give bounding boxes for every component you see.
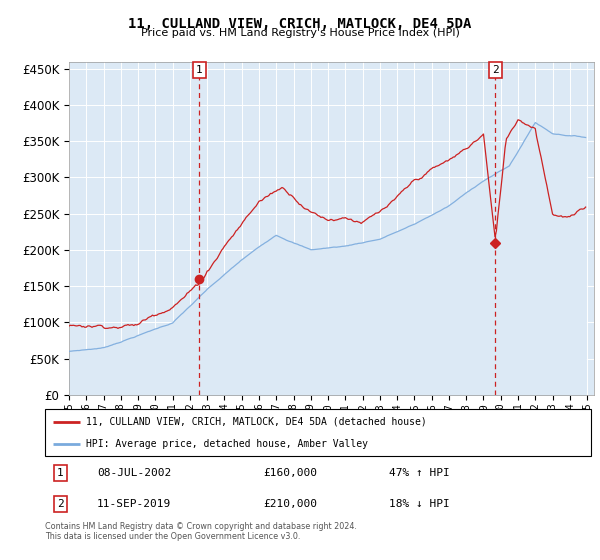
- Text: 1: 1: [196, 66, 202, 75]
- Text: 1: 1: [57, 468, 64, 478]
- Text: 11, CULLAND VIEW, CRICH, MATLOCK, DE4 5DA: 11, CULLAND VIEW, CRICH, MATLOCK, DE4 5D…: [128, 17, 472, 31]
- Text: 08-JUL-2002: 08-JUL-2002: [97, 468, 171, 478]
- Text: Contains HM Land Registry data © Crown copyright and database right 2024.
This d: Contains HM Land Registry data © Crown c…: [45, 522, 357, 542]
- Text: 11, CULLAND VIEW, CRICH, MATLOCK, DE4 5DA (detached house): 11, CULLAND VIEW, CRICH, MATLOCK, DE4 5D…: [86, 417, 427, 427]
- Text: 47% ↑ HPI: 47% ↑ HPI: [389, 468, 450, 478]
- Text: £160,000: £160,000: [263, 468, 317, 478]
- Text: 11-SEP-2019: 11-SEP-2019: [97, 499, 171, 509]
- Text: HPI: Average price, detached house, Amber Valley: HPI: Average price, detached house, Ambe…: [86, 438, 368, 449]
- Text: 18% ↓ HPI: 18% ↓ HPI: [389, 499, 450, 509]
- Text: Price paid vs. HM Land Registry's House Price Index (HPI): Price paid vs. HM Land Registry's House …: [140, 28, 460, 38]
- FancyBboxPatch shape: [45, 409, 591, 456]
- Text: 2: 2: [57, 499, 64, 509]
- Text: 2: 2: [492, 66, 499, 75]
- Text: £210,000: £210,000: [263, 499, 317, 509]
